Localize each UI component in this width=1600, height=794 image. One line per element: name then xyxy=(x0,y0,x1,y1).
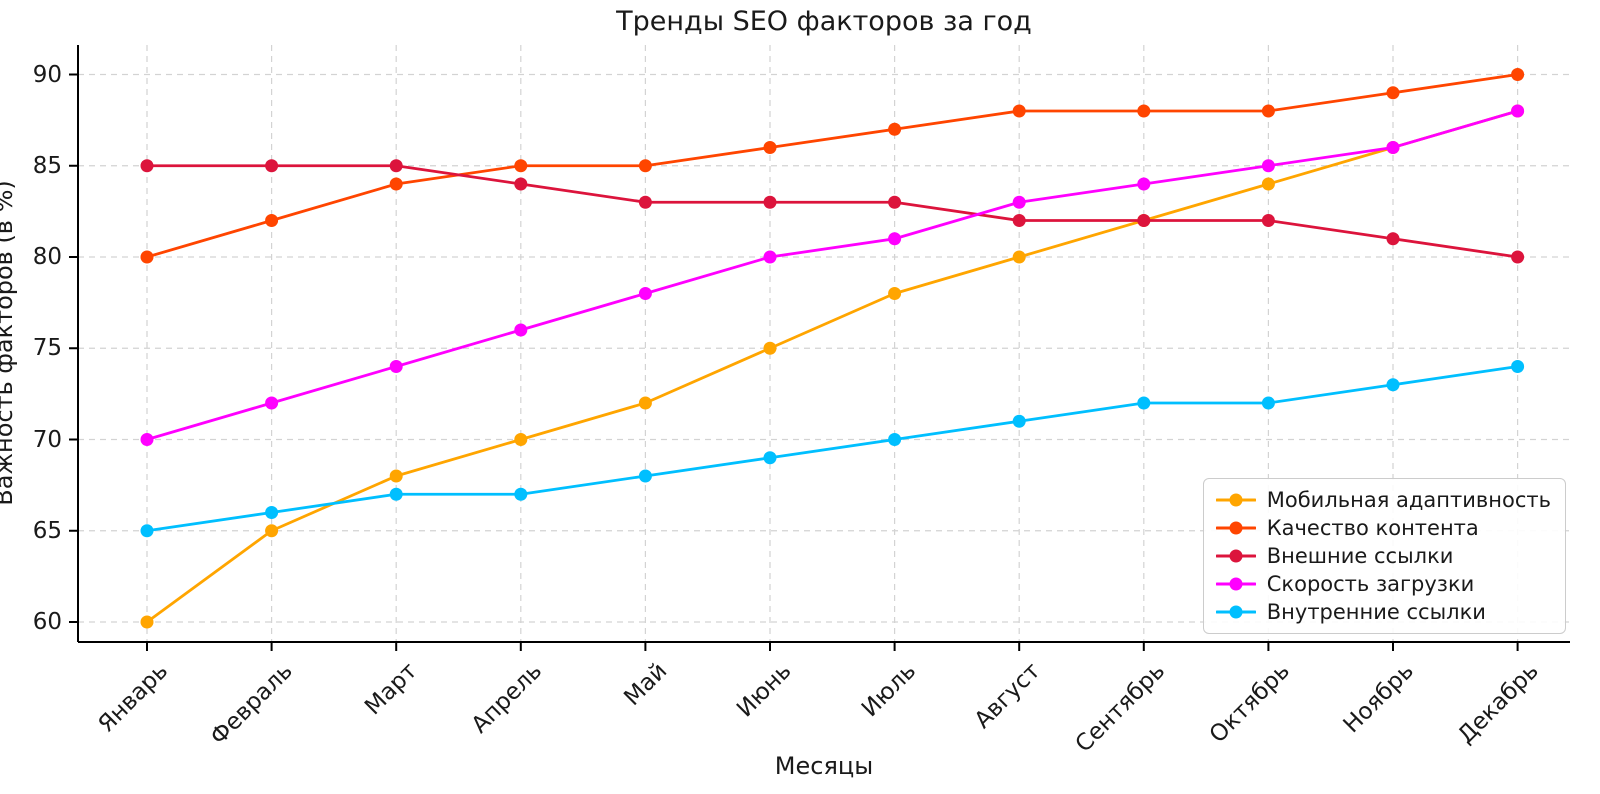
series-marker-0 xyxy=(1261,177,1275,191)
legend-line-marker-icon xyxy=(1215,577,1256,591)
legend-label: Внутренние ссылки xyxy=(1266,600,1486,624)
series-marker-4 xyxy=(1012,414,1026,428)
series-marker-1 xyxy=(1012,104,1026,118)
legend: Мобильная адаптивность Качество контента В… xyxy=(1202,478,1566,634)
series-line-2 xyxy=(145,164,1519,259)
series-marker-1 xyxy=(1261,104,1275,118)
series-marker-3 xyxy=(1137,177,1151,191)
series-marker-1 xyxy=(638,159,652,173)
series-marker-4 xyxy=(265,506,279,519)
series-marker-1 xyxy=(514,159,528,173)
series-marker-3 xyxy=(1386,141,1400,154)
y-tick-label: 85 xyxy=(32,152,62,179)
legend-line-marker-icon xyxy=(1215,521,1256,535)
series-marker-1 xyxy=(763,141,777,154)
y-tick-label: 65 xyxy=(32,517,62,544)
series-marker-0 xyxy=(514,433,528,446)
series-marker-4 xyxy=(1386,378,1400,392)
series-marker-3 xyxy=(1012,195,1026,209)
series-line-4 xyxy=(145,365,1519,533)
series-marker-2 xyxy=(140,159,154,173)
series-marker-4 xyxy=(140,524,154,538)
series-marker-1 xyxy=(1511,68,1525,81)
series-line-3 xyxy=(145,109,1519,441)
series-marker-2 xyxy=(888,195,902,209)
series-marker-2 xyxy=(638,195,652,209)
series-marker-4 xyxy=(888,433,902,446)
series-marker-4 xyxy=(1137,396,1151,410)
series-marker-3 xyxy=(888,232,902,246)
series-marker-1 xyxy=(1137,104,1151,118)
series-marker-3 xyxy=(389,360,403,373)
series-marker-3 xyxy=(514,323,528,337)
series-marker-1 xyxy=(1386,86,1400,100)
legend-item-4: Внутренние ссылки xyxy=(1215,600,1551,624)
series-marker-3 xyxy=(1511,104,1525,118)
y-tick-label: 80 xyxy=(32,244,62,270)
series-marker-2 xyxy=(265,159,279,173)
series-marker-0 xyxy=(389,469,403,483)
legend-label: Мобильная адаптивность xyxy=(1266,488,1551,512)
legend-line-marker-icon xyxy=(1215,493,1256,507)
series-marker-3 xyxy=(265,396,279,410)
series-marker-3 xyxy=(763,250,777,264)
legend-item-0: Мобильная адаптивность xyxy=(1215,488,1551,512)
y-tick-label: 70 xyxy=(32,426,62,453)
series-marker-4 xyxy=(514,487,528,501)
series-marker-3 xyxy=(1261,159,1275,173)
series-marker-0 xyxy=(638,396,652,410)
series-marker-2 xyxy=(1386,232,1400,246)
series-marker-2 xyxy=(1012,214,1026,227)
series-marker-1 xyxy=(265,214,279,227)
series-marker-3 xyxy=(140,433,154,446)
legend-item-2: Внешние ссылки xyxy=(1215,544,1551,568)
legend-item-3: Скорость загрузки xyxy=(1215,572,1551,596)
series-marker-0 xyxy=(140,615,154,629)
y-tick-label: 90 xyxy=(32,61,62,88)
legend-line-marker-icon xyxy=(1215,605,1256,619)
legend-line-marker-icon xyxy=(1215,549,1256,563)
series-marker-4 xyxy=(638,469,652,483)
series-marker-4 xyxy=(389,487,403,501)
legend-label: Внешние ссылки xyxy=(1266,544,1454,568)
series-marker-4 xyxy=(1511,360,1525,373)
series-marker-0 xyxy=(888,287,902,300)
x-axis-title: Месяцы xyxy=(774,752,874,780)
y-tick-label: 60 xyxy=(32,609,62,635)
chart-title: Тренды SEO факторов за год xyxy=(616,6,1032,37)
series-marker-2 xyxy=(514,177,528,191)
series-marker-2 xyxy=(1137,214,1151,227)
legend-item-1: Качество контента xyxy=(1215,516,1551,540)
series-marker-0 xyxy=(265,524,279,538)
series-marker-3 xyxy=(638,287,652,300)
series-marker-1 xyxy=(389,177,403,191)
series-line-0 xyxy=(145,109,1519,624)
legend-label: Качество контента xyxy=(1266,516,1479,540)
y-tick-label: 75 xyxy=(32,335,62,362)
series-marker-2 xyxy=(389,159,403,173)
series-line-1 xyxy=(145,73,1519,259)
series-marker-4 xyxy=(1261,396,1275,410)
series-marker-0 xyxy=(1012,250,1026,264)
series-marker-0 xyxy=(763,341,777,355)
series-marker-4 xyxy=(763,451,777,465)
series-marker-2 xyxy=(1261,214,1275,227)
series-marker-1 xyxy=(140,250,154,264)
series-marker-1 xyxy=(888,122,902,136)
series-marker-2 xyxy=(763,195,777,209)
series-marker-2 xyxy=(1511,250,1525,264)
legend-label: Скорость загрузки xyxy=(1266,572,1475,596)
